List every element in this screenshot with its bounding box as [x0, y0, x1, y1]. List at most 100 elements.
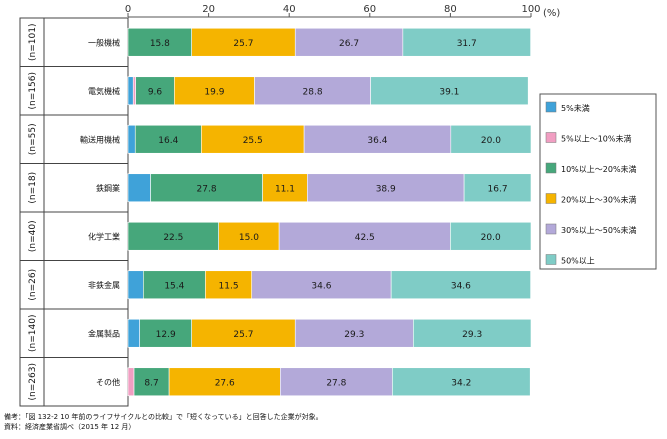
- bar-segment: [127, 76, 134, 106]
- data-label: 42.5: [355, 233, 375, 243]
- bar-segment: [402, 27, 531, 57]
- bar-segment: [392, 367, 531, 397]
- sample-size-label: (n=18): [28, 172, 38, 204]
- data-label: 16.7: [488, 184, 508, 194]
- data-label: 15.4: [164, 281, 184, 291]
- category-label: 化学工業: [88, 231, 120, 241]
- data-label: 25.7: [233, 330, 253, 340]
- bar-segment: [127, 27, 192, 57]
- data-label: 9.6: [148, 87, 163, 97]
- bar-segment: [390, 270, 531, 300]
- bar-segment: [191, 27, 296, 57]
- data-label: 26.7: [339, 39, 359, 49]
- bar-segment: [168, 367, 281, 397]
- legend-label: 10%以上～20%未満: [561, 164, 637, 174]
- sample-size-label: (n=40): [28, 220, 38, 252]
- data-label: 34.6: [311, 281, 331, 291]
- bar-segment: [463, 173, 532, 203]
- category-frame: (n=101) 一般機械 (n=156) 電気機械 (n=55) 輸送用機械 (n=18) 鉄…: [19, 17, 129, 407]
- bar-segment: [201, 124, 305, 154]
- category-label: 非鉄金属: [88, 280, 120, 290]
- x-tick-label: 80: [444, 4, 457, 15]
- data-label: 34.2: [451, 378, 471, 388]
- bar-segment: [134, 124, 202, 154]
- bar-segment: [450, 221, 532, 251]
- x-tick-label: 60: [363, 4, 376, 15]
- legend-swatch: [545, 132, 557, 143]
- bar-segment: [143, 270, 206, 300]
- legend: 5%未満 5%以上～10%未満 10%以上～20%未満 20%以上～30%未満 30%以…: [539, 93, 657, 270]
- bar-segment: [294, 27, 404, 57]
- legend-box: [539, 93, 657, 270]
- data-label: 8.7: [144, 378, 158, 388]
- note-source: 資料：経済産業省調べ（2015 年 12 月）: [4, 423, 136, 431]
- data-label: 31.7: [457, 39, 477, 49]
- legend-label: 30%以上～50%未満: [561, 225, 637, 235]
- sample-size-label: (n=26): [28, 269, 38, 301]
- data-label: 27.6: [215, 378, 235, 388]
- bar-segment: [150, 173, 263, 203]
- legend-swatch: [545, 223, 557, 235]
- bar-segment: [127, 318, 140, 348]
- bar-segment: [278, 221, 451, 251]
- legend-label: 5%未満: [561, 103, 590, 113]
- data-label: 34.6: [451, 281, 471, 291]
- data-label: 29.3: [344, 330, 364, 340]
- sample-size-label: (n=101): [28, 24, 38, 61]
- sample-size-label: (n=140): [28, 315, 38, 352]
- x-tick-label: 0: [125, 4, 131, 15]
- bar-segment: [127, 221, 219, 251]
- data-label: 20.0: [481, 136, 501, 146]
- data-label: 27.8: [197, 184, 217, 194]
- data-label: 19.9: [204, 87, 224, 97]
- bar-segment: [251, 270, 392, 300]
- data-label: 20.0: [481, 233, 501, 243]
- bar-segment: [413, 318, 532, 348]
- legend-swatch: [545, 162, 557, 174]
- unit-label: (%): [543, 8, 560, 19]
- data-label: 25.7: [233, 39, 253, 49]
- data-label: 11.1: [275, 184, 295, 194]
- bar-segment: [370, 76, 529, 106]
- data-label: 39.1: [439, 87, 459, 97]
- legend-label: 50%以上: [561, 257, 595, 266]
- bar-segment: [133, 367, 170, 397]
- sample-size-label: (n=55): [28, 123, 38, 155]
- bar-segment: [174, 76, 255, 106]
- category-label: 輸送用機械: [80, 134, 120, 144]
- data-label: 15.0: [239, 233, 259, 243]
- bar-segment: [135, 76, 175, 106]
- bar-segment: [127, 367, 135, 397]
- category-label: 鉄鋼業: [96, 183, 120, 193]
- x-tick-label: 20: [202, 4, 215, 15]
- note-remark: 備考：「図 132-2 10 年前のライフサイクルとの比較」で「短くなっている」…: [4, 413, 323, 421]
- bar-segment: [139, 318, 192, 348]
- legend-swatch: [545, 193, 557, 204]
- category-label: 金属製品: [88, 328, 120, 338]
- bar-segment: [127, 270, 144, 300]
- bar-segment: [127, 124, 136, 154]
- bar-segment: [280, 367, 393, 397]
- category-label: その他: [96, 377, 120, 387]
- sample-size-label: (n=263): [28, 363, 38, 400]
- chart-notes: 備考：「図 132-2 10 年前のライフサイクルとの比較」で「短くなっている」…: [4, 412, 323, 432]
- stacked-bar-chart: 0 20 40 60 80 100 (%) (n=101) 一般機械(n=156) 電気機械(n…: [19, 4, 657, 407]
- legend-swatch: [545, 254, 557, 265]
- x-tick-label: 40: [283, 4, 296, 15]
- axis-layer: 0 20 40 60 80 100 (%): [125, 4, 561, 19]
- data-label: 38.9: [376, 184, 396, 194]
- data-label: 27.8: [326, 378, 346, 388]
- data-label: 16.4: [158, 136, 178, 146]
- bar-segment: [303, 124, 452, 154]
- data-label: 29.3: [462, 330, 482, 340]
- bar-segment: [262, 173, 308, 203]
- bars-layer: 15.8 25.7 26.7 31.7 9.6 19.9 28.8 39.1 16.4 25.5 3…: [127, 27, 532, 397]
- bar-segment: [307, 173, 465, 203]
- data-label: 12.9: [156, 330, 176, 340]
- legend-label: 20%以上～30%未満: [561, 195, 637, 205]
- sample-size-label: (n=156): [28, 72, 38, 109]
- data-label: 22.5: [163, 233, 183, 243]
- data-label: 11.5: [219, 281, 239, 291]
- category-label: 一般機械: [88, 37, 120, 47]
- x-tick-label: 100: [521, 4, 540, 15]
